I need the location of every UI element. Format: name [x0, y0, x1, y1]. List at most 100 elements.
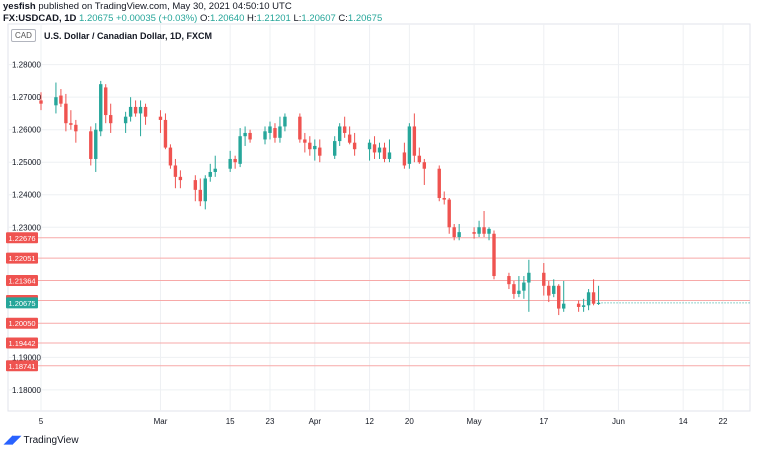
close-label: C: — [338, 13, 348, 24]
price-level-label: 1.18741 — [8, 362, 35, 371]
candle-body — [586, 292, 591, 306]
candle-body — [243, 132, 247, 137]
candle-body — [123, 116, 128, 124]
candle-body — [547, 285, 551, 296]
candle-body — [342, 126, 347, 133]
candle-body — [482, 227, 486, 234]
candle-body — [238, 136, 242, 164]
candle-body — [163, 119, 168, 148]
candle-body — [158, 116, 163, 120]
author-name[interactable]: yesfish — [3, 1, 36, 12]
candle-body — [477, 227, 481, 234]
candle-body — [527, 272, 531, 283]
x-tick-label: Mar — [154, 417, 168, 426]
candle-body — [581, 305, 586, 307]
candle-body — [198, 189, 202, 202]
footer: ◢◤ TradingView — [4, 433, 79, 446]
candle-body — [128, 106, 133, 117]
candle-body — [74, 124, 78, 132]
candle-body — [39, 100, 43, 104]
candle-body — [542, 272, 546, 286]
x-tick-label: 12 — [365, 417, 374, 426]
candle-body — [104, 87, 108, 116]
candle-body — [228, 158, 232, 169]
candle-body — [263, 131, 267, 140]
candle-body — [557, 285, 561, 309]
candle-body — [133, 106, 138, 114]
low-label: L: — [293, 13, 302, 24]
candle-body — [487, 228, 491, 234]
y-tick-label: 1.26000 — [12, 126, 41, 135]
x-tick-label: 23 — [266, 417, 275, 426]
candle-body — [59, 95, 63, 104]
tradingview-logo-icon[interactable]: ◢◤ — [4, 434, 21, 446]
price-level-badge — [6, 360, 38, 372]
y-tick-label: 1.24000 — [12, 191, 41, 200]
candle-body — [308, 142, 312, 150]
candle-body — [402, 152, 407, 166]
candle-body — [442, 197, 446, 200]
candle-body — [377, 147, 382, 153]
close-value: 1.20675 — [347, 13, 383, 24]
candle-body — [512, 284, 516, 294]
plot-frame — [7, 23, 751, 412]
x-tick-label: 22 — [719, 417, 728, 426]
x-tick-label: 15 — [226, 417, 235, 426]
price-level-badge — [6, 232, 38, 244]
y-tick-label: 1.25000 — [12, 158, 41, 167]
candle-body — [457, 232, 461, 238]
x-tick-label: 20 — [405, 417, 414, 426]
candle-body — [278, 126, 282, 138]
candle-body — [492, 233, 496, 277]
candle-body — [313, 145, 317, 150]
price-level-badge — [6, 317, 38, 329]
candle-body — [367, 142, 372, 150]
price-level-label: 1.22051 — [8, 254, 35, 263]
candle-body — [193, 180, 198, 190]
candle-body — [352, 142, 357, 150]
price-level-label: 1.21364 — [8, 276, 35, 285]
candle-body — [298, 116, 302, 140]
price-level-label: 1.20050 — [8, 319, 35, 328]
price-level-badge — [6, 252, 38, 264]
price-change: +0.00035 (+0.03%) — [116, 13, 198, 24]
candle-body — [347, 134, 352, 143]
candle-body — [203, 178, 207, 202]
y-tick-label: 1.23000 — [12, 223, 41, 232]
candle-body — [94, 129, 98, 159]
candle-body — [576, 303, 581, 307]
y-tick-label: 1.19000 — [12, 353, 41, 362]
currency-badge[interactable]: CAD — [11, 29, 36, 42]
y-tick-label: 1.28000 — [12, 61, 41, 70]
candle-body — [268, 126, 272, 133]
candle-body — [596, 302, 601, 305]
candle-body — [233, 158, 237, 163]
candle-body — [303, 139, 307, 143]
candle-body — [412, 126, 417, 156]
candle-body — [337, 126, 342, 142]
candle-body — [372, 144, 377, 153]
high-label: H: — [247, 13, 257, 24]
candle-body — [108, 115, 113, 124]
candle-body — [138, 106, 143, 114]
candle-body — [507, 276, 511, 285]
candle-body — [452, 227, 456, 238]
footer-brand[interactable]: TradingView — [23, 435, 79, 446]
candle-body — [213, 168, 217, 172]
candle-body — [591, 292, 596, 304]
last-price: 1.20675 — [79, 13, 114, 24]
candle-body — [273, 128, 277, 138]
price-level-badge — [6, 337, 38, 349]
publication-header: yesfish published on TradingView.com, Ma… — [3, 1, 292, 13]
candle-body — [178, 176, 183, 181]
open-label: O: — [199, 13, 211, 24]
candle-body — [552, 285, 556, 294]
candle-body — [422, 162, 427, 169]
candle-body — [387, 152, 392, 159]
candle-body — [69, 123, 73, 125]
x-tick-label: May — [467, 417, 482, 426]
x-tick-label: Apr — [309, 417, 322, 426]
published-info: published on TradingView.com, May 30, 20… — [38, 1, 292, 12]
candle-body — [54, 97, 58, 106]
